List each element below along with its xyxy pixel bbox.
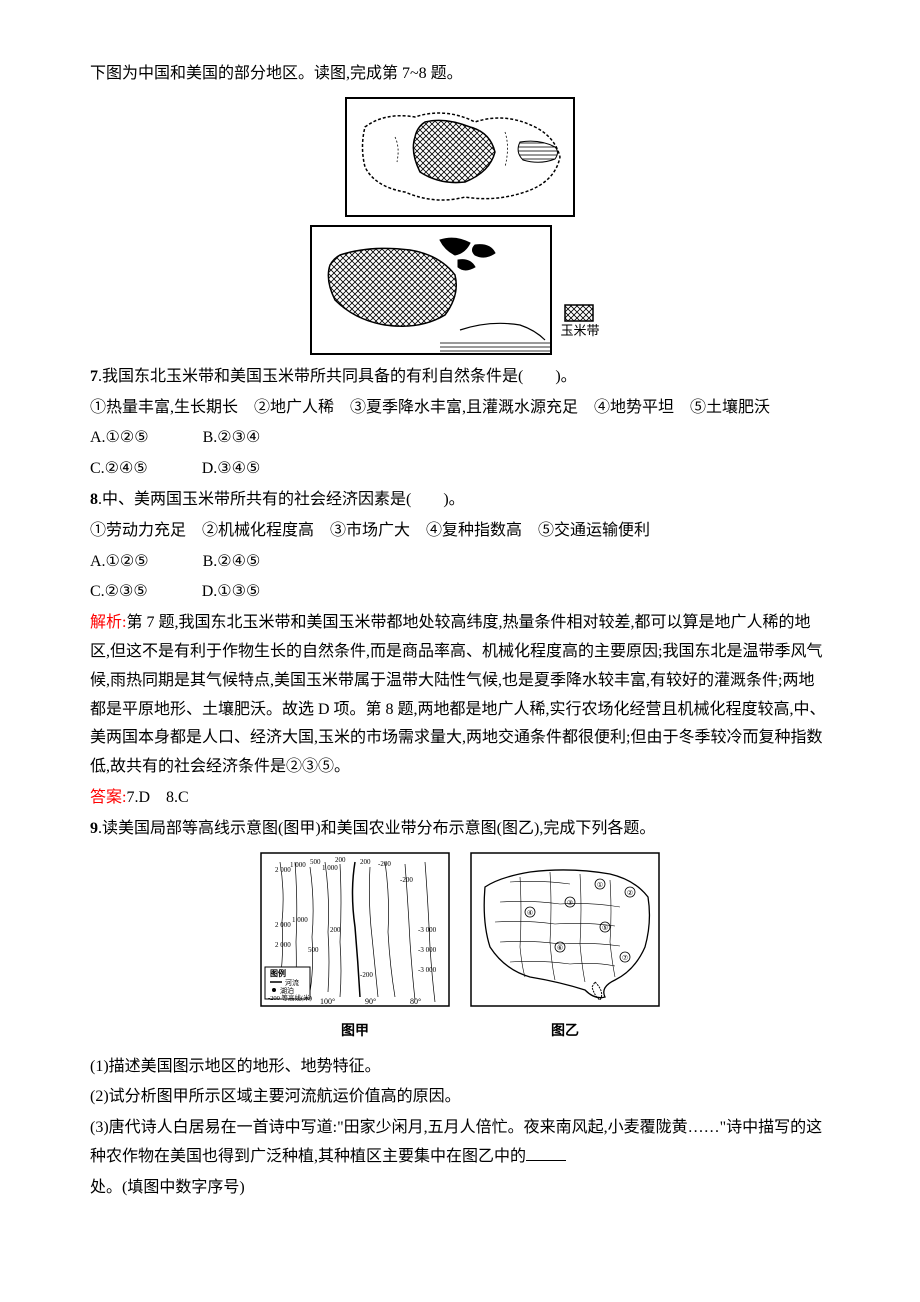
analysis-78: 解析:第 7 题,我国东北玉米带和美国玉米带都地处较高纬度,热量条件相对较差,都… bbox=[90, 609, 830, 782]
q8-opt-c: C.②③⑤ bbox=[90, 578, 148, 607]
q8-number: 8 bbox=[90, 491, 98, 508]
svg-text:90°: 90° bbox=[365, 997, 376, 1006]
svg-text:⑤: ⑤ bbox=[602, 924, 608, 932]
answer-label: 答案: bbox=[90, 789, 126, 806]
svg-text:③: ③ bbox=[567, 899, 573, 907]
svg-text:⑥: ⑥ bbox=[557, 944, 563, 952]
figure-usa-map: 玉米带 bbox=[90, 225, 830, 355]
question-8: 8.中、美两国玉米带所共有的社会经济因素是( )。 bbox=[90, 486, 830, 515]
svg-text:-200 等高线(米): -200 等高线(米) bbox=[268, 993, 312, 1002]
q8-options-row2: C.②③⑤ D.①③⑤ bbox=[90, 578, 830, 607]
svg-text:80°: 80° bbox=[410, 997, 421, 1006]
q7-opt-b: B.②③④ bbox=[203, 424, 261, 453]
q7-opt-c: C.②④⑤ bbox=[90, 455, 148, 484]
svg-text:⑦: ⑦ bbox=[622, 954, 628, 962]
q9-stem: .读美国局部等高线示意图(图甲)和美国农业带分布示意图(图乙),完成下列各题。 bbox=[98, 820, 655, 837]
svg-text:1 000: 1 000 bbox=[290, 861, 306, 869]
q8-opt-a: A.①②⑤ bbox=[90, 548, 149, 577]
svg-text:-3 000: -3 000 bbox=[418, 946, 437, 954]
q8-opt-d: D.①③⑤ bbox=[202, 578, 261, 607]
q9-number: 9 bbox=[90, 820, 98, 837]
question-7: 7.我国东北玉米带和美国玉米带所共同具备的有利自然条件是( )。 bbox=[90, 363, 830, 392]
q8-options-row1: A.①②⑤ B.②④⑤ bbox=[90, 548, 830, 577]
svg-text:-200: -200 bbox=[360, 971, 373, 979]
q9-sub2: (2)试分析图甲所示区域主要河流航运价值高的原因。 bbox=[90, 1083, 830, 1112]
q9-sub1: (1)描述美国图示地区的地形、地势特征。 bbox=[90, 1053, 830, 1082]
figure-china-map bbox=[90, 97, 830, 217]
svg-text:湖泊: 湖泊 bbox=[280, 986, 294, 995]
svg-text:-3 000: -3 000 bbox=[418, 926, 437, 934]
svg-text:200: 200 bbox=[335, 856, 346, 864]
svg-text:-200: -200 bbox=[400, 876, 413, 884]
q7-opt-a: A.①②⑤ bbox=[90, 424, 149, 453]
legend-text: 玉米带 bbox=[560, 323, 599, 338]
svg-text:200: 200 bbox=[360, 858, 371, 866]
svg-text:①: ① bbox=[597, 881, 603, 889]
svg-text:-200: -200 bbox=[378, 860, 391, 868]
svg-text:2 000: 2 000 bbox=[275, 866, 291, 874]
q7-number: 7 bbox=[90, 368, 98, 385]
svg-text:1 000: 1 000 bbox=[322, 864, 338, 872]
blank-fill bbox=[526, 1160, 566, 1161]
svg-text:500: 500 bbox=[310, 858, 321, 866]
q9-sub3: (3)唐代诗人白居易在一首诗中写道:"田家少闲月,五月人倍忙。夜来南风起,小麦覆… bbox=[90, 1114, 830, 1172]
svg-text:图例: 图例 bbox=[270, 968, 286, 978]
q8-stem: .中、美两国玉米带所共有的社会经济因素是( )。 bbox=[98, 491, 465, 508]
svg-text:1 000: 1 000 bbox=[292, 916, 308, 924]
svg-text:2 000: 2 000 bbox=[275, 941, 291, 949]
caption-jia: 图甲 bbox=[260, 1019, 450, 1044]
q8-conditions: ①劳动力充足 ②机械化程度高 ③市场广大 ④复种指数高 ⑤交通运输便利 bbox=[90, 517, 830, 546]
svg-text:200: 200 bbox=[330, 926, 341, 934]
q7-stem: .我国东北玉米带和美国玉米带所共同具备的有利自然条件是( )。 bbox=[98, 368, 577, 385]
svg-text:-3 000: -3 000 bbox=[418, 966, 437, 974]
figure-pair-q9: 2 000 1 000 500 1 000 200 200 -200 -200 … bbox=[90, 852, 830, 1045]
q7-options-row2: C.②④⑤ D.③④⑤ bbox=[90, 455, 830, 484]
q9-sub3-text-a: (3)唐代诗人白居易在一首诗中写道:"田家少闲月,五月人倍忙。夜来南风起,小麦覆… bbox=[90, 1119, 822, 1165]
figure-yi: ① ② ③ ④ ⑤ ⑥ ⑦ 图乙 bbox=[470, 852, 660, 1045]
intro-text-78: 下图为中国和美国的部分地区。读图,完成第 7~8 题。 bbox=[90, 60, 830, 89]
caption-yi: 图乙 bbox=[470, 1019, 660, 1044]
svg-text:2 000: 2 000 bbox=[275, 921, 291, 929]
svg-text:④: ④ bbox=[527, 909, 533, 917]
svg-text:100°: 100° bbox=[320, 997, 335, 1006]
svg-text:②: ② bbox=[627, 889, 633, 897]
figure-jia: 2 000 1 000 500 1 000 200 200 -200 -200 … bbox=[260, 852, 450, 1045]
q7-options-row1: A.①②⑤ B.②③④ bbox=[90, 424, 830, 453]
svg-text:500: 500 bbox=[308, 946, 319, 954]
q7-opt-d: D.③④⑤ bbox=[202, 455, 261, 484]
q9-sub3-cont: 处。(填图中数字序号) bbox=[90, 1174, 830, 1203]
svg-text:河流: 河流 bbox=[285, 978, 299, 987]
answer-text: 7.D 8.C bbox=[126, 789, 188, 806]
q8-opt-b: B.②④⑤ bbox=[203, 548, 261, 577]
q7-conditions: ①热量丰富,生长期长 ②地广人稀 ③夏季降水丰富,且灌溉水源充足 ④地势平坦 ⑤… bbox=[90, 394, 830, 423]
analysis-label: 解析: bbox=[90, 614, 126, 631]
analysis-text: 第 7 题,我国东北玉米带和美国玉米带都地处较高纬度,热量条件相对较差,都可以算… bbox=[90, 614, 826, 775]
answer-78: 答案:7.D 8.C bbox=[90, 784, 830, 813]
question-9: 9.读美国局部等高线示意图(图甲)和美国农业带分布示意图(图乙),完成下列各题。 bbox=[90, 815, 830, 844]
